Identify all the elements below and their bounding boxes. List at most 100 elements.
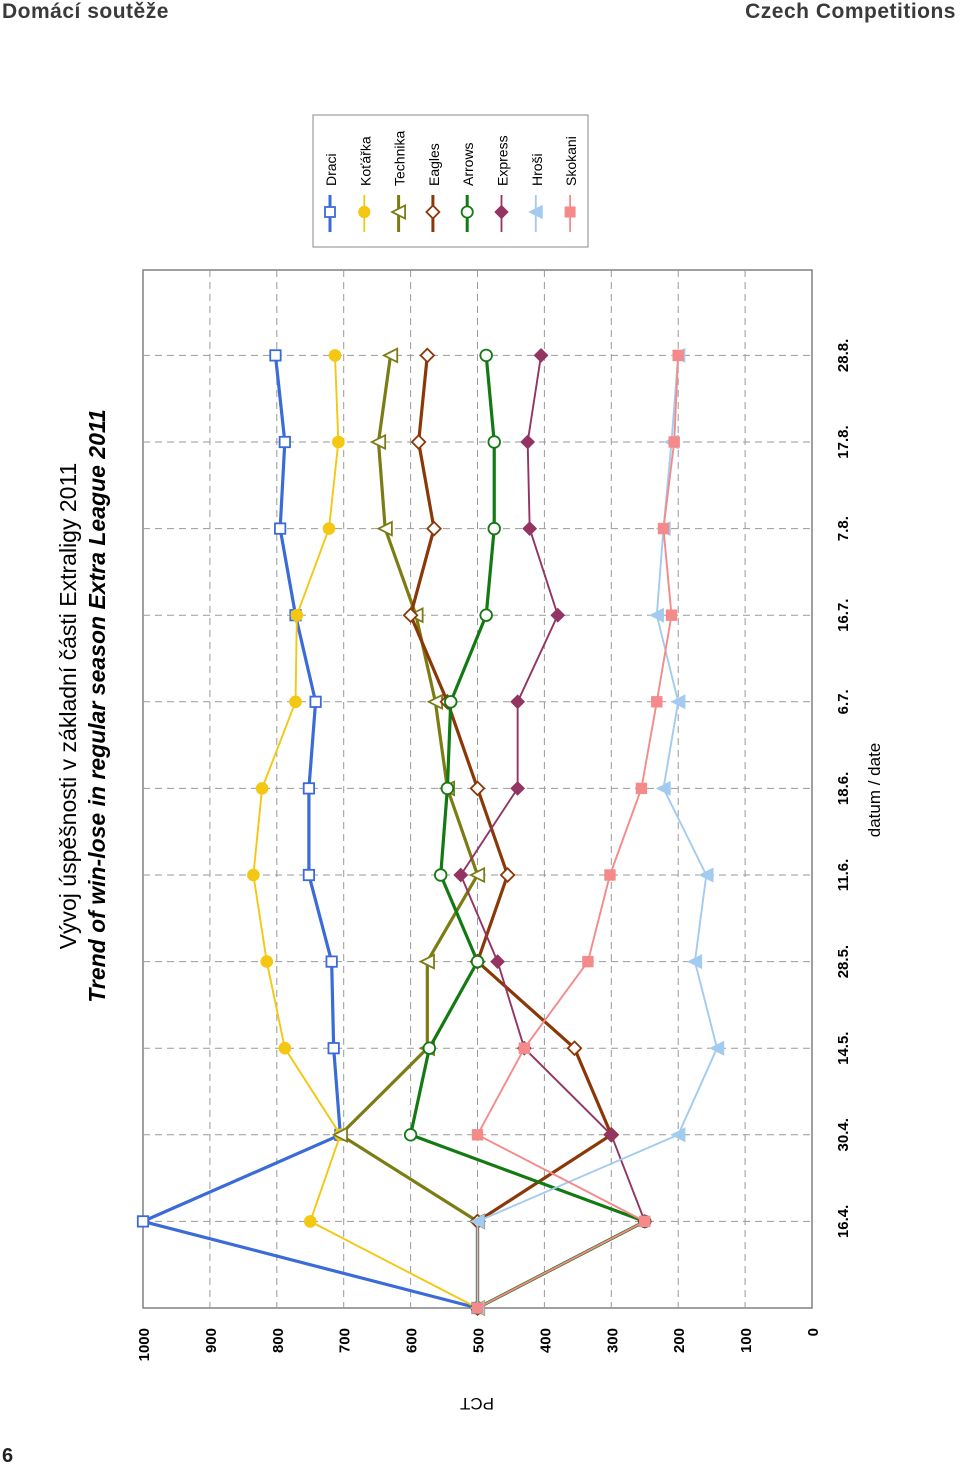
- chart-subtitle: Trend of win-lose in regular season Extr…: [84, 409, 110, 1003]
- data-point: [444, 695, 458, 709]
- data-point: [651, 696, 663, 708]
- legend-label: Draci: [323, 153, 339, 186]
- data-point: [510, 694, 526, 710]
- data-point: [550, 607, 566, 623]
- legend-label: Hroši: [529, 153, 545, 186]
- legend-entry: Technika: [390, 131, 408, 232]
- data-point: [247, 868, 260, 882]
- data-point: [520, 434, 536, 450]
- data-point: [639, 1215, 651, 1228]
- legend-marker: [494, 204, 509, 220]
- data-point: [698, 867, 714, 883]
- value-tick-label: 500: [471, 1328, 488, 1353]
- data-point: [322, 522, 336, 535]
- data-point: [402, 607, 419, 624]
- legend-marker: [528, 204, 543, 220]
- x-axis-title: datum / date: [865, 743, 884, 838]
- data-point: [487, 435, 501, 449]
- data-point: [469, 780, 486, 797]
- legend-entry: Arrows: [460, 142, 476, 232]
- data-point: [418, 953, 435, 970]
- data-point: [309, 695, 322, 708]
- data-point: [470, 954, 485, 969]
- data-point: [260, 955, 274, 968]
- legend-box: [312, 114, 589, 248]
- value-tick-label: 1000: [136, 1328, 153, 1361]
- series-layer: [136, 347, 725, 1317]
- series-line: [252, 355, 478, 1309]
- data-point: [468, 866, 486, 884]
- y-axis-title: PCT: [460, 1394, 494, 1413]
- data-point: [136, 1215, 150, 1228]
- data-point: [479, 608, 493, 622]
- data-point: [325, 955, 338, 968]
- legend-marker: [460, 205, 474, 219]
- data-point: [426, 520, 442, 537]
- data-point: [687, 954, 703, 970]
- data-point: [303, 1215, 317, 1228]
- legend-marker: [390, 204, 407, 220]
- data-point: [290, 608, 304, 622]
- data-point: [289, 695, 302, 709]
- data-point: [648, 607, 664, 623]
- legend-label: Express: [495, 135, 511, 186]
- series-line: [459, 355, 646, 1309]
- data-point: [327, 1042, 340, 1055]
- data-point: [440, 781, 455, 796]
- series-0: [136, 349, 484, 1315]
- data-point: [672, 349, 684, 362]
- date-tick-label: 11.6.: [835, 859, 852, 892]
- legend-entry: Skokani: [563, 136, 579, 232]
- data-point: [274, 522, 287, 535]
- data-point: [709, 1040, 725, 1056]
- data-point: [670, 1127, 686, 1143]
- data-point: [533, 347, 549, 363]
- legend-marker: [425, 204, 441, 220]
- value-tick-label: 200: [671, 1328, 688, 1353]
- data-point: [369, 433, 387, 451]
- legend: Draci Koťářka Technika Eagles Arrows Express H…: [312, 114, 589, 248]
- date-tick-label: 6.7.: [835, 689, 852, 714]
- value-tick-label: 800: [270, 1328, 287, 1353]
- value-tick-label: 0: [805, 1328, 822, 1336]
- data-point: [522, 521, 538, 537]
- data-point: [499, 867, 516, 883]
- data-point: [422, 1041, 437, 1055]
- data-point: [419, 347, 436, 364]
- data-point: [255, 782, 269, 795]
- data-point: [328, 349, 342, 362]
- series-7: [471, 349, 684, 1314]
- data-point: [487, 521, 501, 536]
- data-point: [302, 868, 316, 882]
- data-point: [657, 522, 670, 535]
- data-point: [331, 1126, 348, 1143]
- value-tick-label: 100: [738, 1328, 755, 1353]
- legend-label: Skokani: [563, 136, 579, 186]
- date-tick-label: 14.5.: [835, 1032, 852, 1065]
- value-tick-label: 600: [404, 1328, 421, 1353]
- data-point: [469, 1213, 485, 1229]
- data-point: [566, 1040, 583, 1057]
- legend-marker: [358, 205, 371, 219]
- series-line: [141, 355, 478, 1310]
- data-point: [635, 782, 648, 795]
- series-line: [338, 355, 480, 1308]
- data-point: [518, 1042, 531, 1054]
- data-point: [269, 349, 282, 362]
- data-point: [332, 435, 345, 449]
- date-tick-label: 16.7.: [835, 599, 852, 632]
- legend-entry: Eagles: [425, 143, 442, 232]
- series-line: [409, 355, 647, 1310]
- date-tick-label: 18.6.: [835, 772, 852, 805]
- axis-labels: 0 100 200 300 400 500 600 700 800 900 1000 16.4. 30.…: [136, 339, 852, 1362]
- data-point: [510, 780, 526, 796]
- data-point: [381, 347, 399, 364]
- value-tick-label: 900: [203, 1328, 220, 1353]
- date-tick-label: 28.5.: [835, 945, 852, 978]
- titles: Vývoj úspěšnosti v základní části Extral…: [55, 409, 884, 1413]
- page-number: 6: [2, 1445, 14, 1467]
- legend-entry: Express: [494, 135, 511, 232]
- legend-label: Technika: [392, 131, 408, 186]
- data-point: [471, 1302, 484, 1314]
